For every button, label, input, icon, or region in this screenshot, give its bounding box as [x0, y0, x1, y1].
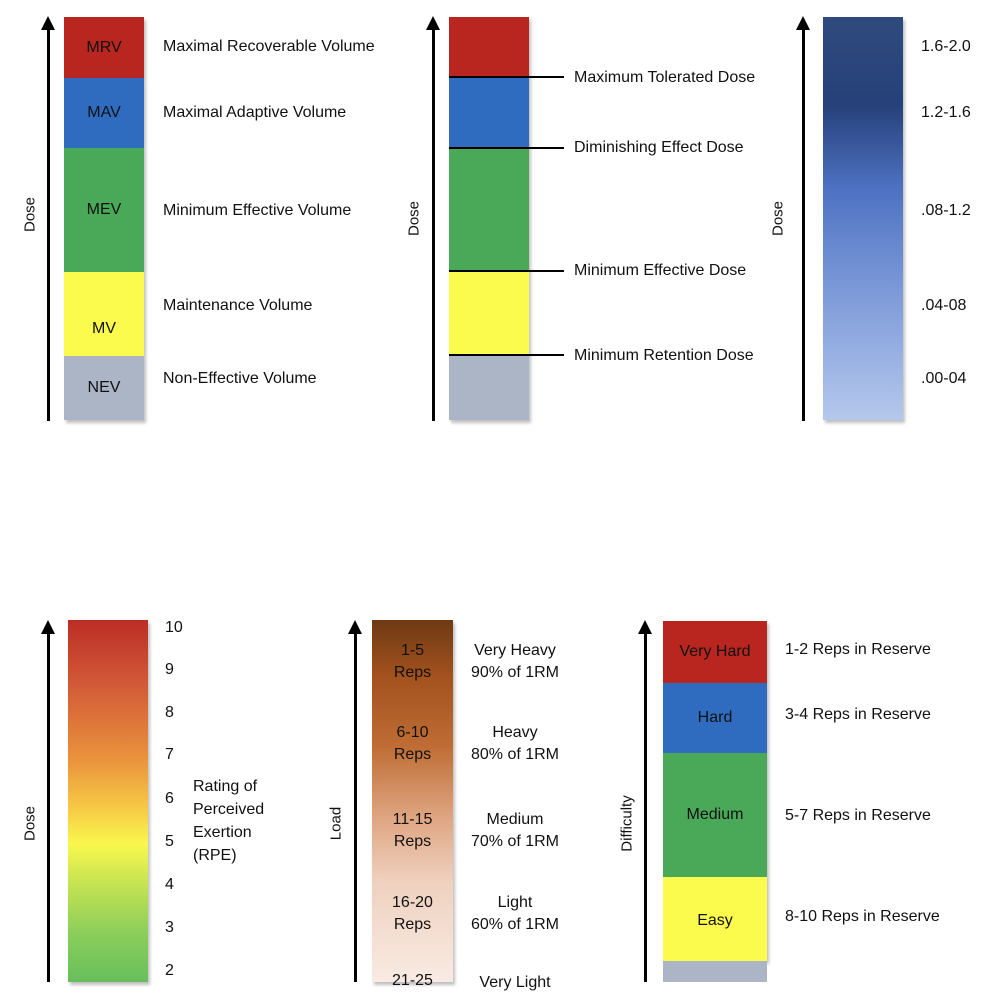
threshold-line-ded — [449, 147, 564, 149]
band-medium: Medium — [663, 753, 767, 877]
rpe-caption-3: Exertion — [193, 824, 252, 841]
rir-hard: 3-4 Reps in Reserve — [785, 706, 931, 723]
range-3: .08-1.2 — [921, 202, 971, 219]
dose-axis-label: Dose — [405, 200, 423, 237]
reps-row-1: 1-5 Reps — [393, 642, 432, 681]
dose-axis-arrowhead — [41, 620, 55, 634]
reps-row-5: 21-25 — [392, 972, 433, 989]
reps-row-3: 11-15 Reps — [392, 811, 433, 850]
threshold-line-mrd — [449, 354, 564, 356]
rir-medium: 5-7 Reps in Reserve — [785, 807, 931, 824]
band-nev: NEV — [64, 356, 144, 420]
range-5: .00-04 — [921, 370, 967, 387]
difficulty-axis-label: Difficulty — [618, 795, 636, 852]
rpe-8: 8 — [165, 704, 174, 721]
label-min-effective-dose: Minimum Effective Dose — [574, 262, 747, 279]
band-easy: Easy — [663, 877, 767, 961]
dose-axis-label: Dose — [21, 196, 39, 233]
range-2: 1.2-1.6 — [921, 104, 971, 121]
load-desc-2: Heavy 80% of 1RM — [470, 724, 560, 763]
label-min-retention-dose: Minimum Retention Dose — [574, 347, 754, 364]
rpe-10: 10 — [165, 619, 183, 636]
band-red — [449, 17, 529, 78]
rir-easy: 8-10 Reps in Reserve — [785, 908, 940, 925]
rpe-caption-1: Rating of — [193, 778, 258, 795]
rpe-gradient-bar — [68, 620, 148, 982]
load-desc-4: Light 60% of 1RM — [470, 894, 560, 933]
label-max-tolerated-dose: Maximum Tolerated Dose — [574, 69, 756, 86]
load-desc-5: Very Light — [479, 974, 551, 991]
threshold-line-mtd — [449, 76, 564, 78]
threshold-line-med — [449, 270, 564, 272]
load-axis-label: Load — [327, 806, 345, 841]
dose-axis — [802, 28, 805, 421]
band-very-hard: Very Hard — [663, 621, 767, 683]
rpe-4: 4 — [165, 876, 174, 893]
range-4: .04-08 — [921, 297, 967, 314]
label-mav: Maximal Adaptive Volume — [163, 104, 347, 121]
label-nev: Non-Effective Volume — [163, 370, 317, 387]
rpe-7: 7 — [165, 746, 174, 763]
band-grey — [663, 961, 767, 982]
difficulty-axis — [644, 632, 647, 982]
dose-axis — [47, 28, 50, 421]
load-desc-1: Very Heavy 90% of 1RM — [470, 642, 560, 681]
band-mav: MAV — [64, 78, 144, 148]
rpe-caption-4: (RPE) — [193, 847, 237, 864]
band-grey — [449, 356, 529, 420]
reps-row-4: 16-20 Reps — [392, 894, 433, 933]
label-mv: Maintenance Volume — [163, 297, 313, 314]
label-diminishing-effect-dose: Diminishing Effect Dose — [574, 139, 744, 156]
reps-row-2: 6-10 Reps — [393, 724, 432, 763]
dose-axis — [432, 28, 435, 421]
load-gradient-bar — [372, 620, 453, 982]
gradient-bar — [823, 17, 903, 420]
difficulty-axis-arrowhead — [638, 620, 652, 634]
dose-axis-label: Dose — [769, 200, 787, 237]
dose-axis-label: Dose — [21, 805, 39, 842]
load-axis — [354, 632, 357, 982]
rpe-2: 2 — [165, 962, 174, 979]
band-mrv: MRV — [64, 17, 144, 78]
rir-very-hard: 1-2 Reps in Reserve — [785, 641, 931, 658]
load-axis-arrowhead — [348, 620, 362, 634]
dose-axis — [47, 632, 50, 982]
rpe-caption-2: Perceived — [193, 801, 265, 818]
rpe-3: 3 — [165, 919, 174, 936]
band-mv: MV — [64, 272, 144, 356]
band-blue — [449, 78, 529, 148]
dose-axis-arrowhead — [426, 16, 440, 30]
band-green — [449, 148, 529, 272]
label-mrv: Maximal Recoverable Volume — [163, 38, 375, 55]
load-desc-3: Medium 70% of 1RM — [470, 811, 560, 850]
rpe-6: 6 — [165, 790, 174, 807]
band-hard: Hard — [663, 683, 767, 753]
rpe-5: 5 — [165, 833, 174, 850]
label-mev: Minimum Effective Volume — [163, 202, 352, 219]
dose-axis-arrowhead — [796, 16, 810, 30]
band-mev: MEV — [64, 148, 144, 272]
range-1: 1.6-2.0 — [921, 38, 971, 55]
rpe-9: 9 — [165, 661, 174, 678]
band-yellow — [449, 272, 529, 356]
dose-axis-arrowhead — [41, 16, 55, 30]
